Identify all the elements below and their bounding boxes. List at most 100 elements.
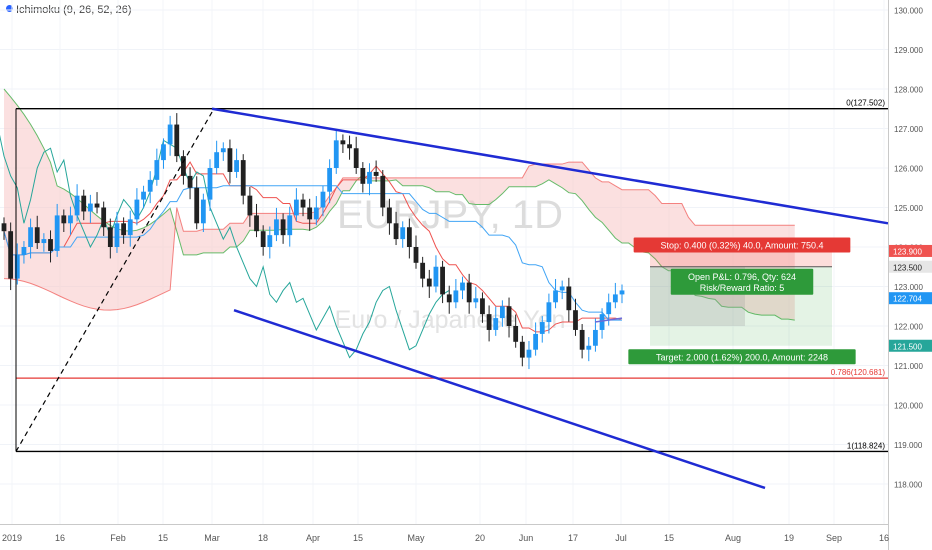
candle-body (34, 227, 40, 244)
time-tick-label: 20 (475, 533, 485, 543)
lower-trendline (233, 309, 766, 490)
candle-body (340, 140, 346, 145)
candle-body (240, 160, 246, 196)
candle-body (606, 302, 612, 315)
time-tick-label: Jul (615, 533, 627, 543)
candle-body (1, 223, 7, 232)
candles (1, 113, 625, 370)
candle-body (539, 322, 545, 334)
short-position-tool[interactable]: Stop: 0.400 (0.32%) 40.0, Amount: 750.4 O… (594, 237, 856, 365)
candle-body (519, 341, 525, 358)
time-tick-label: May (407, 533, 425, 543)
time-tick-label: 18 (258, 533, 268, 543)
price-label-text: 123.900 (893, 247, 922, 256)
candle-body (347, 144, 352, 149)
candle-body (533, 333, 539, 350)
price-tick-label: 118.000 (894, 481, 923, 490)
candle-body (619, 290, 625, 295)
price-tick-label: 130.000 (894, 7, 923, 16)
candle-body (420, 262, 426, 279)
candle-body (81, 195, 87, 212)
time-tick-label: Apr (306, 533, 320, 543)
price-label-bg (889, 260, 932, 273)
watermark-symbol: EURJPY, 1D (337, 193, 563, 237)
time-tick-label: 16 (879, 533, 889, 543)
symbol-watermark: EURJPY, 1D Euro / Japanese Yen (335, 193, 566, 334)
target-label-bg (628, 349, 856, 365)
candle-body (54, 215, 60, 251)
kijun-line (3, 185, 622, 321)
candle-body (313, 207, 319, 220)
open-pl-label-text: Risk/Reward Ratio: 5 (700, 283, 785, 293)
open-pl-label-bg (670, 268, 814, 295)
candle-body (234, 160, 239, 172)
candle-body (406, 227, 412, 247)
fib-level-label: 0(127.502) (846, 99, 885, 108)
candle-body (194, 187, 200, 224)
candle-body (579, 329, 585, 350)
candle-body (546, 302, 552, 323)
time-tick-label: Mar (204, 533, 220, 543)
candle-body (21, 247, 27, 255)
tenkan-line (3, 161, 623, 333)
candle-body (254, 215, 259, 232)
watermark-description: Euro / Japanese Yen (335, 306, 566, 334)
fib-level-label: 0.786(120.681) (831, 368, 886, 377)
price-tick-label: 121.000 (894, 362, 923, 371)
candle-body (41, 239, 47, 244)
candle-body (181, 156, 186, 176)
time-tick-label: 17 (568, 533, 578, 543)
price-label-text: 121.500 (893, 342, 922, 351)
stop-label: Stop: 0.400 (0.32%) 40.0, Amount: 750.4 (633, 237, 851, 253)
price-label-bg (889, 339, 932, 352)
candle-body (433, 266, 439, 287)
candle-body (506, 306, 512, 326)
candle-body (127, 219, 133, 236)
candle-body (247, 195, 253, 216)
candle-body (593, 329, 598, 346)
candle-body (333, 140, 339, 168)
candle-body (413, 247, 419, 263)
trendlines[interactable] (211, 107, 889, 490)
candle-body (460, 282, 465, 291)
time-tick-label: 15 (353, 533, 363, 543)
time-axis[interactable]: 2019 16 Feb 15 Mar 18 Apr 15 May 20 Jun 17 Jul 15 Aug 1… (0, 524, 889, 544)
stop-zone (650, 250, 832, 267)
candle-body (466, 282, 472, 303)
candle-body (200, 199, 206, 224)
candle-body (227, 148, 233, 172)
ichimoku-lines (0, 134, 623, 359)
candle-body (174, 124, 180, 157)
candle-body (48, 239, 53, 251)
candle-body (167, 124, 173, 145)
candle-body (453, 290, 459, 303)
candle-body (28, 227, 33, 247)
candle-body (267, 235, 273, 247)
senkou-span-a (3, 88, 795, 321)
candle-body (586, 345, 592, 350)
stop-label-text: Stop: 0.400 (0.32%) 40.0, Amount: 750.4 (660, 240, 823, 250)
fib-levels[interactable]: 0(127.502) 0.786(120.681) 1(118.824) (15, 99, 888, 453)
price-tick-label: 126.000 (894, 165, 923, 174)
candle-body (473, 298, 479, 303)
price-tick-label: 122.000 (894, 323, 923, 332)
fib-diagonal (15, 108, 215, 452)
candle-body (559, 286, 565, 291)
price-tick-label: 128.000 (894, 86, 923, 95)
candle-body (274, 219, 279, 236)
candle-body (320, 191, 326, 208)
price-tick-label: 129.000 (894, 46, 923, 55)
candle-body (513, 326, 519, 342)
price-axis[interactable]: 130.000 129.000 128.000 127.000 126.000 125.0… (888, 0, 932, 550)
candle-body (287, 215, 293, 236)
lagging-span (0, 134, 450, 359)
candle-body (61, 215, 67, 224)
candle-body (141, 191, 146, 200)
candle-body (380, 175, 386, 208)
candle-body (480, 298, 485, 315)
time-tick-label: Jun (519, 533, 534, 543)
open-pl-label-text: Open P&L: 0.796, Qty: 624 (688, 272, 796, 282)
candle-body (440, 266, 445, 295)
